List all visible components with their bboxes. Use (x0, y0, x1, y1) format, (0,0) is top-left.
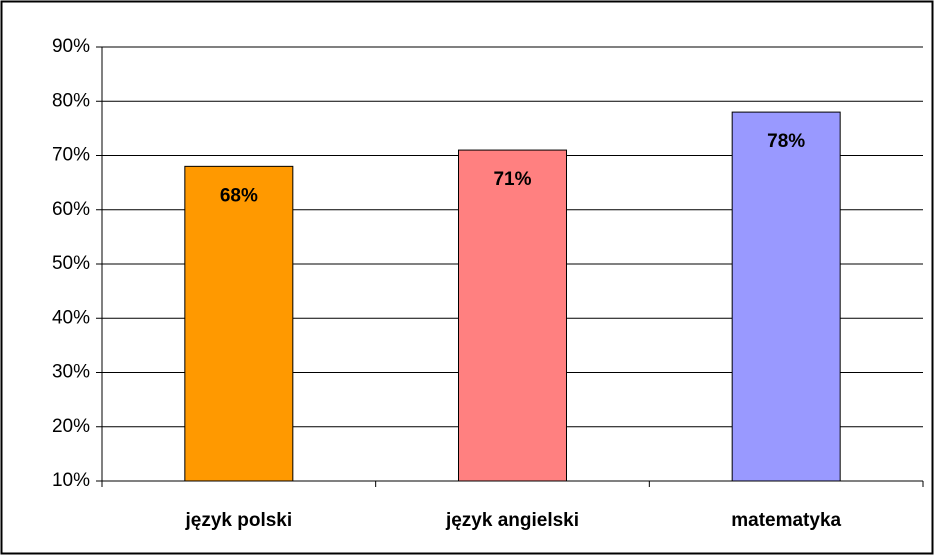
bar (184, 165, 294, 482)
y-tick-label: 60% (52, 199, 90, 220)
x-tick-label: matematyka (731, 510, 841, 531)
y-tick-label: 50% (52, 253, 90, 274)
bar (731, 111, 841, 482)
value-label: 68% (220, 185, 258, 206)
y-tick-label: 90% (52, 36, 90, 57)
y-tick-label: 10% (52, 470, 90, 491)
y-tick-label: 20% (52, 416, 90, 437)
y-tick-label: 70% (52, 145, 90, 166)
y-tick-label: 30% (52, 362, 90, 383)
value-label: 78% (767, 131, 805, 152)
bar (458, 149, 567, 482)
x-tick-label: język polski (184, 510, 292, 531)
y-tick-label: 40% (52, 307, 90, 328)
value-label: 71% (493, 169, 531, 190)
y-tick-label: 80% (52, 90, 90, 111)
x-tick-label: język angielski (445, 510, 579, 531)
